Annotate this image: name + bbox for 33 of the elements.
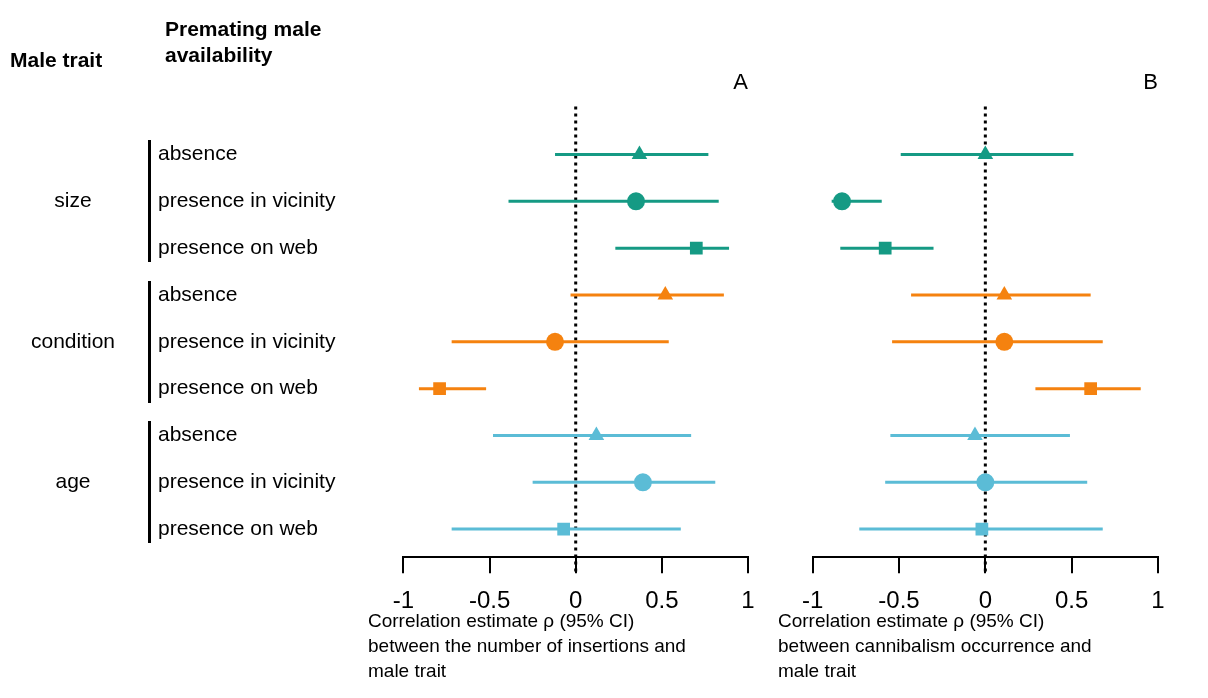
point <box>689 241 703 255</box>
y-tick-label: presence in vicinity <box>158 469 336 493</box>
point <box>627 192 646 211</box>
point <box>878 241 892 255</box>
point <box>977 145 994 159</box>
y-tick-label: presence on web <box>158 234 318 258</box>
point <box>995 332 1014 351</box>
y-tick-label: presence on web <box>158 515 318 539</box>
point <box>996 285 1013 300</box>
y-tick-label: absence <box>158 281 238 305</box>
y-tick-label: presence in vicinity <box>158 188 336 212</box>
point <box>631 145 648 159</box>
x-tick-label: 1 <box>741 586 755 614</box>
text: condition <box>29 328 117 353</box>
point <box>1084 382 1098 395</box>
point <box>546 332 565 351</box>
y-tick-label: presence in vicinity <box>158 328 336 352</box>
text: size <box>53 188 93 213</box>
point <box>633 473 652 492</box>
y-tick-label: presence on web <box>158 375 318 399</box>
point <box>657 285 674 300</box>
point <box>557 522 571 536</box>
chart-title: A <box>733 69 749 95</box>
point <box>833 192 852 211</box>
text: Male trait <box>10 48 103 72</box>
y-tick-label: absence <box>158 141 238 165</box>
y-tick-label: absence <box>158 422 238 446</box>
point <box>976 473 995 492</box>
text: age <box>54 469 92 494</box>
x-tick-label: 1 <box>1151 586 1165 614</box>
y-axis-title: Premating male availability <box>165 16 323 68</box>
chart-title: B <box>1143 69 1158 95</box>
point <box>433 382 446 395</box>
